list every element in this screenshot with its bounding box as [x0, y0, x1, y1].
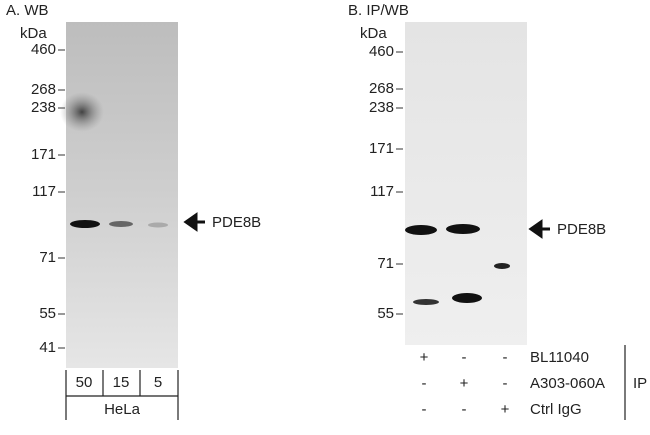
arrow	[183, 212, 205, 232]
marker-label: 238	[31, 99, 56, 116]
ip-label: IP	[633, 375, 647, 392]
ip-symbol: -	[422, 375, 427, 392]
marker-label: 55	[39, 305, 56, 322]
ip-symbol: +	[460, 375, 469, 392]
marker-label: 460	[369, 43, 394, 60]
marker-label: 460	[31, 41, 56, 58]
lane-label: 5	[154, 374, 162, 391]
band-label: PDE8B	[557, 221, 606, 238]
marker-label: 117	[32, 183, 56, 200]
ip-symbol: -	[462, 349, 467, 366]
band	[446, 224, 480, 234]
arrow	[528, 219, 550, 239]
band-label: PDE8B	[212, 214, 261, 231]
marker-label: 238	[369, 99, 394, 116]
band	[148, 222, 168, 228]
panel-b: B. IP/WB kDa 460 268 238 171 117 71 55 PDE8B +…	[348, 2, 647, 420]
ip-row-label: A303-060A	[530, 375, 605, 392]
ip-symbol: -	[503, 375, 508, 392]
marker-label: 171	[369, 140, 394, 157]
ip-symbol: -	[462, 401, 467, 418]
markers: 460 268 238 171 117 71 55	[369, 43, 403, 322]
band	[452, 293, 482, 303]
marker-label: 268	[31, 81, 56, 98]
band	[70, 220, 100, 228]
ip-symbol: +	[501, 401, 510, 418]
marker-label: 71	[377, 255, 394, 272]
ip-symbol: +	[420, 349, 429, 366]
ip-row-label: Ctrl IgG	[530, 401, 582, 418]
panel-title: B. IP/WB	[348, 2, 409, 19]
blot-smudge	[60, 92, 104, 132]
ip-row-label: BL11040	[530, 349, 589, 366]
ip-symbol: -	[503, 349, 508, 366]
unit-label: kDa	[20, 25, 47, 42]
sample-label: HeLa	[104, 401, 141, 418]
marker-label: 268	[369, 80, 394, 97]
ip-symbol: -	[422, 401, 427, 418]
blot	[405, 22, 527, 345]
ip-table: + - - BL11040 - + - A303-060A - - + Ctrl IgG	[420, 349, 605, 418]
band	[494, 263, 510, 269]
unit-label: kDa	[360, 25, 387, 42]
lane-label: 50	[76, 374, 93, 391]
marker-label: 117	[370, 183, 394, 200]
band	[413, 299, 439, 305]
marker-label: 41	[39, 339, 56, 356]
band	[109, 221, 133, 227]
marker-label: 71	[39, 249, 56, 266]
marker-label: 171	[31, 146, 56, 163]
lane-label: 15	[113, 374, 130, 391]
band	[405, 225, 437, 235]
panel-title: A. WB	[6, 2, 49, 19]
marker-label: 55	[377, 305, 394, 322]
blot	[66, 22, 178, 368]
